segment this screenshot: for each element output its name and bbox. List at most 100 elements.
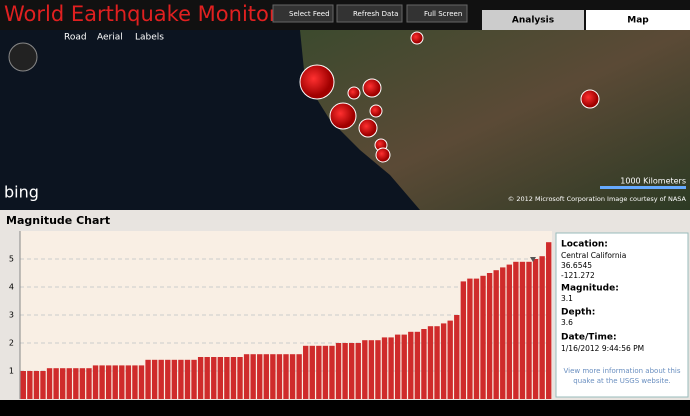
- bar: [486, 273, 493, 399]
- bar: [211, 357, 217, 399]
- map-mode[interactable]: Aerial: [97, 33, 123, 43]
- bar: [447, 320, 453, 399]
- quake-marker[interactable]: [358, 118, 378, 138]
- bar: [408, 331, 414, 399]
- bar: [348, 343, 355, 399]
- bar: [237, 357, 243, 399]
- bar: [125, 365, 132, 399]
- detail-label: Magnitude:: [561, 284, 619, 294]
- bar: [427, 326, 434, 399]
- bar: [296, 354, 302, 399]
- bar: [151, 359, 158, 399]
- y-tick-label: 3: [9, 311, 14, 320]
- bar: [421, 329, 427, 399]
- quake-marker[interactable]: [580, 89, 600, 109]
- bar: [99, 365, 105, 399]
- bar: [92, 365, 99, 399]
- scale-bar: [600, 186, 686, 189]
- bar: [460, 281, 467, 399]
- button-label[interactable]: Full Screen: [424, 10, 462, 18]
- button-label[interactable]: Select Feed: [289, 10, 330, 18]
- bar: [480, 275, 486, 399]
- map-logo: bing: [4, 183, 39, 202]
- bar: [467, 278, 473, 399]
- bar: [40, 371, 46, 399]
- bar: [322, 345, 329, 399]
- bar: [532, 259, 539, 399]
- bar: [105, 365, 112, 399]
- bar: [493, 270, 499, 399]
- bar: [316, 345, 322, 399]
- map: Road Aerial Labels bing 1000 Kilometers …: [0, 30, 690, 210]
- bar: [184, 359, 191, 399]
- y-tick-label: 1: [9, 367, 14, 376]
- bar: [526, 261, 532, 399]
- detail-value: 3.6: [561, 318, 573, 327]
- quake-marker[interactable]: [329, 102, 357, 130]
- detail-value: 36.6545: [561, 261, 592, 270]
- usgs-link[interactable]: quake at the USGS website.: [573, 377, 670, 385]
- tab[interactable]: [586, 10, 690, 30]
- bar: [401, 334, 407, 399]
- bar: [414, 331, 421, 399]
- quake-markers: [299, 31, 600, 163]
- y-tick-label: 5: [9, 255, 14, 264]
- bar: [283, 354, 289, 399]
- bar: [362, 340, 368, 399]
- bar: [519, 261, 526, 399]
- bar: [243, 354, 250, 399]
- button[interactable]: [406, 4, 468, 23]
- bar: [178, 359, 184, 399]
- bar: [368, 340, 375, 399]
- bar: [138, 365, 145, 399]
- usgs-link[interactable]: View more information about this: [563, 367, 680, 375]
- detail-value: -121.272: [561, 271, 595, 280]
- bar: [112, 365, 118, 399]
- map-mode[interactable]: Labels: [135, 33, 164, 43]
- tab[interactable]: [482, 10, 584, 30]
- bar: [79, 368, 86, 399]
- bar: [257, 354, 263, 399]
- bar: [66, 368, 72, 399]
- button[interactable]: [336, 4, 403, 23]
- bar: [473, 278, 480, 399]
- bar: [303, 345, 309, 399]
- quake-marker[interactable]: [347, 86, 361, 100]
- detail-label: Date/Time:: [561, 333, 617, 343]
- button[interactable]: [272, 4, 334, 23]
- bar: [270, 354, 276, 399]
- bar: [27, 371, 33, 399]
- bar: [342, 343, 348, 399]
- map-land: [300, 30, 690, 210]
- plot: 1 2 3 4 5: [9, 231, 552, 399]
- bar: [434, 326, 440, 399]
- map-credit: © 2012 Microsoft Corporation Image court…: [508, 195, 687, 203]
- bar: [46, 368, 53, 399]
- chart-title: Magnitude Chart: [6, 214, 110, 227]
- button-label[interactable]: Refresh Data: [353, 10, 398, 18]
- tab-label[interactable]: Map: [627, 16, 649, 26]
- bar: [33, 371, 40, 399]
- detail-value: 1/16/2012 9:44:56 PM: [561, 344, 644, 353]
- bar: [375, 340, 381, 399]
- details-panel: Location: Central California 36.6545 -12…: [555, 232, 689, 398]
- bar: [546, 242, 552, 399]
- quake-marker[interactable]: [299, 64, 335, 100]
- quake-marker[interactable]: [362, 78, 382, 98]
- bar: [309, 345, 315, 399]
- bar: [53, 368, 59, 399]
- bar: [171, 359, 178, 399]
- quake-marker[interactable]: [410, 31, 424, 45]
- detail-value: 3.1: [561, 294, 573, 303]
- bar: [145, 359, 151, 399]
- quake-marker[interactable]: [369, 104, 383, 118]
- bar: [440, 323, 447, 399]
- tab-label[interactable]: Analysis: [512, 16, 554, 26]
- map-mode[interactable]: Road: [64, 33, 87, 43]
- bar: [20, 371, 26, 399]
- quake-marker[interactable]: [375, 147, 391, 163]
- nav-control[interactable]: [8, 42, 38, 72]
- bar: [60, 368, 66, 399]
